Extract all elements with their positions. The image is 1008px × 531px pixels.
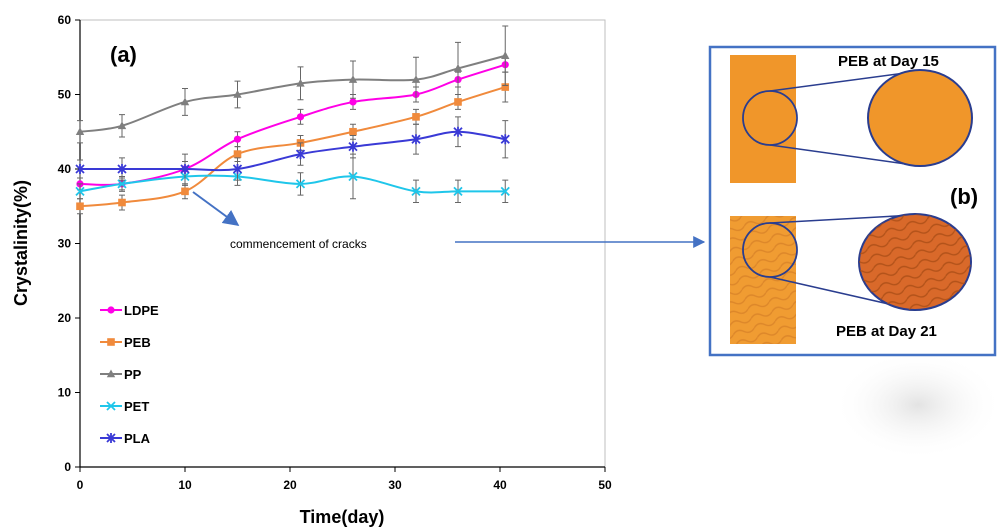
marker-pla <box>232 164 243 174</box>
y-axis: 0 10 20 30 40 50 60 <box>58 13 81 474</box>
marker-ldpe <box>296 113 305 121</box>
photo-bottom-caption: PEB at Day 21 <box>836 323 937 340</box>
line-ldpe <box>79 63 506 186</box>
legend-item-pla: PLA <box>100 431 151 446</box>
marker-pla <box>500 134 510 145</box>
legend-marker-ldpe <box>107 306 115 314</box>
shadow-glow <box>833 350 1003 460</box>
legend-label-ldpe: LDPE <box>124 303 159 318</box>
annotation-text: commencement of cracks <box>230 237 367 251</box>
marker-pet <box>411 186 421 196</box>
x-tick-label: 0 <box>77 478 84 492</box>
zoom-line <box>769 70 921 92</box>
legend-item-ldpe: LDPE <box>100 303 159 318</box>
legend-label-pet: PET <box>124 399 149 414</box>
marker-pla <box>180 164 190 174</box>
y-axis-label: Crystalinity(%) <box>11 180 31 306</box>
legend-marker-pet <box>106 401 116 411</box>
marker-pp <box>348 75 358 83</box>
legend-marker-pla <box>106 433 116 443</box>
marker-peb <box>76 202 84 211</box>
marker-pet <box>500 186 510 196</box>
marker-pp <box>411 75 421 83</box>
marker-pla <box>453 126 463 137</box>
marker-pp <box>296 78 305 87</box>
legend-marker-peb <box>107 338 115 346</box>
marker-pet <box>117 179 127 189</box>
x-tick-label: 40 <box>493 478 507 492</box>
marker-peb <box>454 98 462 106</box>
marker-peb <box>181 187 189 196</box>
series-layer <box>75 25 510 215</box>
marker-peb <box>349 127 357 136</box>
x-tick-label: 10 <box>178 478 192 492</box>
x-tick-label: 50 <box>598 478 612 492</box>
panel-a-label: (a) <box>110 42 137 67</box>
legend-marker-pp <box>106 369 116 378</box>
sample-day21-zoom-texture <box>859 214 971 310</box>
x-axis-label: Time(day) <box>300 507 385 527</box>
marker-pla <box>295 149 306 160</box>
legend-label-pla: PLA <box>124 431 151 446</box>
marker-pla <box>411 134 421 145</box>
marker-pp <box>75 127 85 136</box>
marker-pla <box>348 141 358 152</box>
marker-pp <box>233 90 242 98</box>
marker-peb <box>118 198 126 207</box>
legend-item-pp: PP <box>100 367 142 382</box>
marker-peb <box>412 113 420 121</box>
y-tick-label: 50 <box>58 88 72 102</box>
x-tick-label: 20 <box>283 478 297 492</box>
marker-pp <box>180 97 190 106</box>
zoom-line <box>769 214 916 224</box>
marker-pp <box>117 121 127 130</box>
marker-pla <box>75 164 85 174</box>
marker-peb <box>501 83 510 91</box>
marker-ldpe <box>349 98 357 106</box>
series-pet <box>75 153 510 204</box>
y-tick-label: 30 <box>58 237 72 251</box>
marker-pet <box>295 179 306 189</box>
series-pla <box>75 116 510 185</box>
marker-pet <box>348 171 358 182</box>
x-axis: 0 10 20 30 40 50 <box>77 466 612 492</box>
legend-item-pet: PET <box>100 399 149 414</box>
marker-pet <box>75 186 85 196</box>
line-pet <box>79 174 506 194</box>
line-peb <box>79 86 506 208</box>
legend-item-peb: PEB <box>100 335 151 350</box>
legend-label-peb: PEB <box>124 335 151 350</box>
marker-pet <box>453 186 463 196</box>
legend-label-pp: PP <box>124 367 142 382</box>
y-tick-label: 40 <box>58 162 72 176</box>
y-tick-label: 60 <box>58 13 72 27</box>
annotation-arrow-to-chart <box>192 191 240 226</box>
marker-peb <box>233 150 242 158</box>
zoom-line <box>769 144 921 167</box>
sample-day15-photo <box>730 55 796 183</box>
legend: LDPE PEB PP PET PLA <box>100 303 159 446</box>
marker-ldpe <box>233 135 242 143</box>
marker-pp <box>453 63 463 72</box>
photo-top-caption: PEB at Day 15 <box>838 53 939 70</box>
y-tick-label: 0 <box>64 460 71 474</box>
panel-b-label: (b) <box>950 184 978 209</box>
series-pp <box>75 25 510 144</box>
marker-pla <box>117 164 127 174</box>
y-tick-label: 10 <box>58 386 72 400</box>
sample-day15-zoom <box>867 69 973 167</box>
y-tick-label: 20 <box>58 311 72 325</box>
line-pla <box>79 130 506 172</box>
marker-pp <box>501 51 510 60</box>
x-tick-label: 30 <box>388 478 402 492</box>
